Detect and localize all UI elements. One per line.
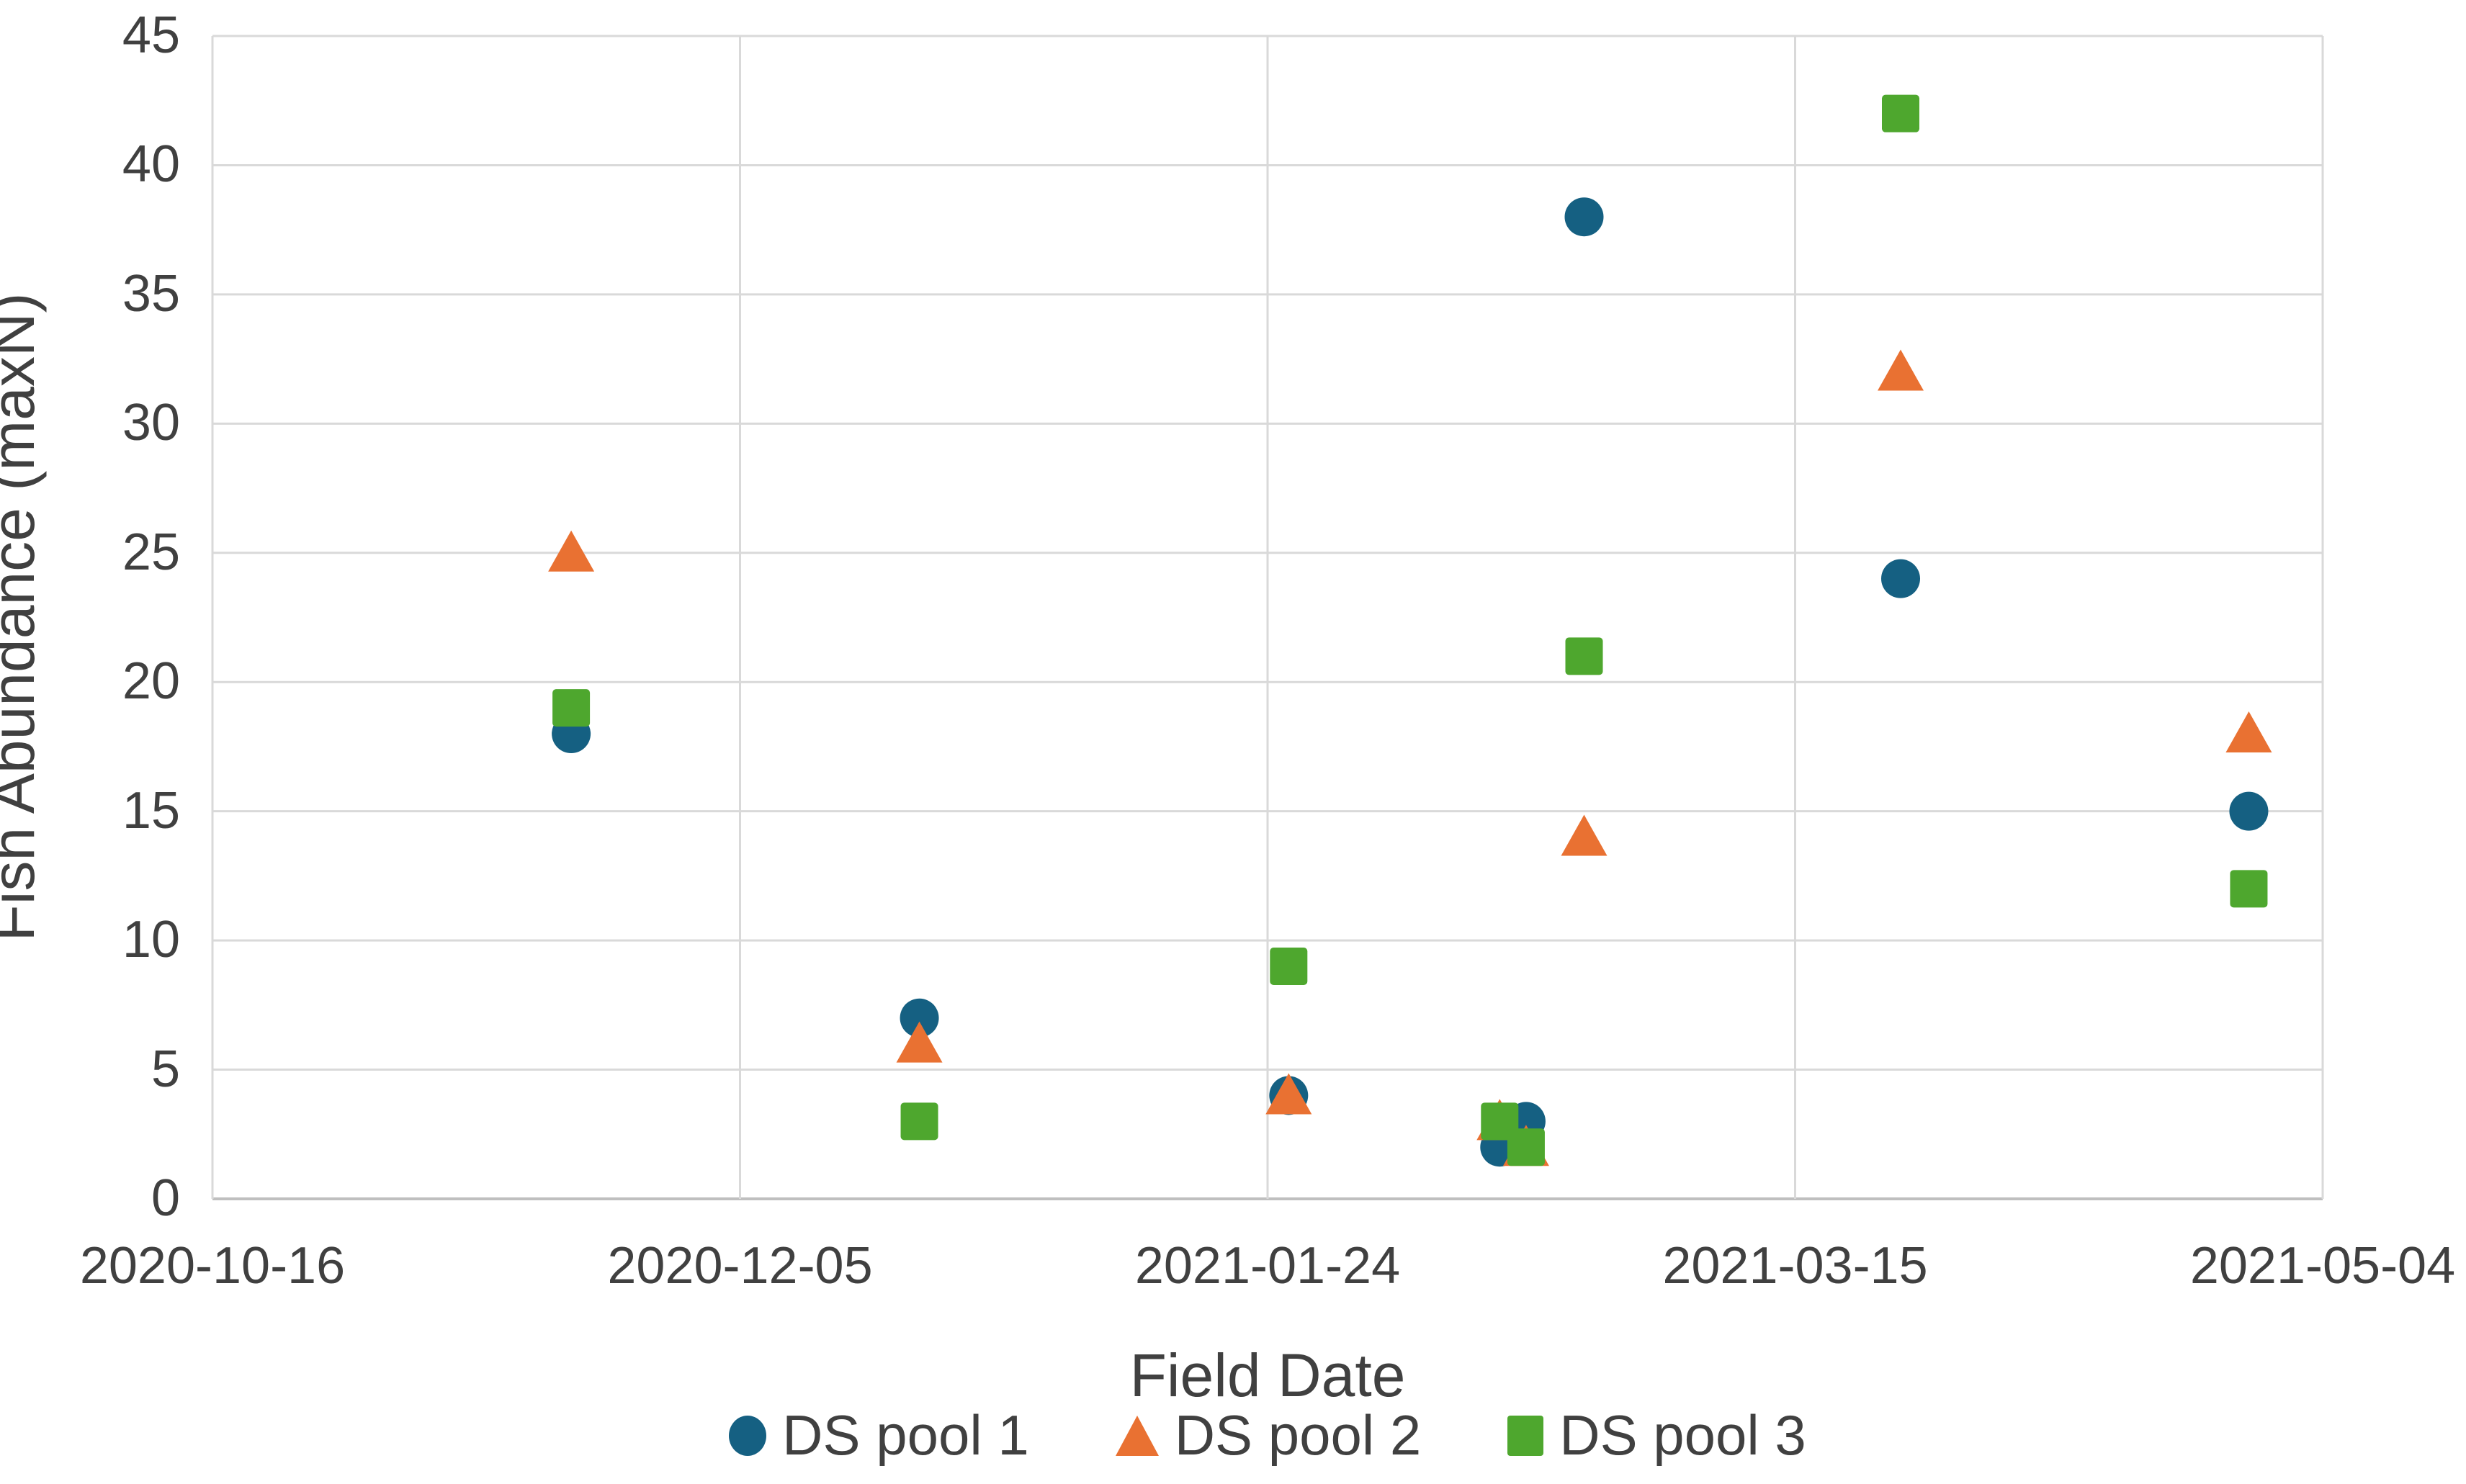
data-point-marker [2229, 791, 2269, 831]
data-point-marker [896, 1021, 943, 1063]
square-marker-icon [1507, 1415, 1544, 1456]
data-point-marker [1270, 948, 1308, 985]
y-tick-label: 15 [122, 781, 180, 840]
legend-item-ds-pool-2: DS pool 2 [1115, 1403, 1422, 1468]
data-point-marker [1564, 197, 1604, 237]
y-tick-label: 45 [122, 6, 180, 64]
y-tick-label: 0 [151, 1169, 180, 1227]
data-point-marker [552, 689, 591, 727]
data-point-marker [1882, 94, 1919, 132]
y-tick-label: 30 [122, 394, 180, 452]
y-tick-label: 10 [122, 911, 180, 969]
legend: DS pool 1 DS pool 2 DS pool 3 [212, 1403, 2323, 1468]
x-tick-label: 2021-03-15 [1662, 1237, 1928, 1295]
data-point-marker [900, 998, 939, 1038]
legend-label: DS pool 3 [1559, 1403, 1806, 1467]
circle-marker-icon [729, 1415, 767, 1456]
data-point-marker [900, 1102, 938, 1141]
x-tick-label: 2020-12-05 [607, 1237, 873, 1295]
legend-item-ds-pool-1: DS pool 1 [729, 1403, 1029, 1468]
y-tick-label: 5 [151, 1040, 180, 1098]
data-point-marker [1881, 559, 1920, 598]
data-point-marker [1878, 349, 1924, 391]
data-point-marker [1561, 814, 1608, 856]
triangle-marker-icon [1115, 1415, 1159, 1456]
x-tick-label: 2021-05-04 [2189, 1237, 2456, 1295]
x-tick-label: 2021-01-24 [1134, 1237, 1401, 1295]
data-point-marker [2230, 870, 2268, 908]
x-axis-title: Field Date [1129, 1341, 1406, 1409]
data-point-marker [548, 530, 595, 572]
y-tick-label: 40 [122, 135, 180, 194]
legend-label: DS pool 1 [782, 1403, 1029, 1467]
data-point-marker [1565, 637, 1603, 675]
data-point-marker [1265, 1073, 1312, 1115]
data-point-marker [1507, 1128, 1545, 1166]
y-tick-label: 20 [122, 652, 180, 711]
legend-label: DS pool 2 [1174, 1403, 1422, 1467]
y-tick-label: 25 [122, 523, 180, 581]
y-tick-label: 35 [122, 264, 180, 323]
legend-item-ds-pool-3: DS pool 3 [1507, 1403, 1806, 1468]
data-point-marker [2225, 711, 2272, 752]
y-axis-title: Fish Abundance (maxN) [0, 292, 47, 942]
x-tick-label: 2020-10-16 [79, 1237, 346, 1295]
